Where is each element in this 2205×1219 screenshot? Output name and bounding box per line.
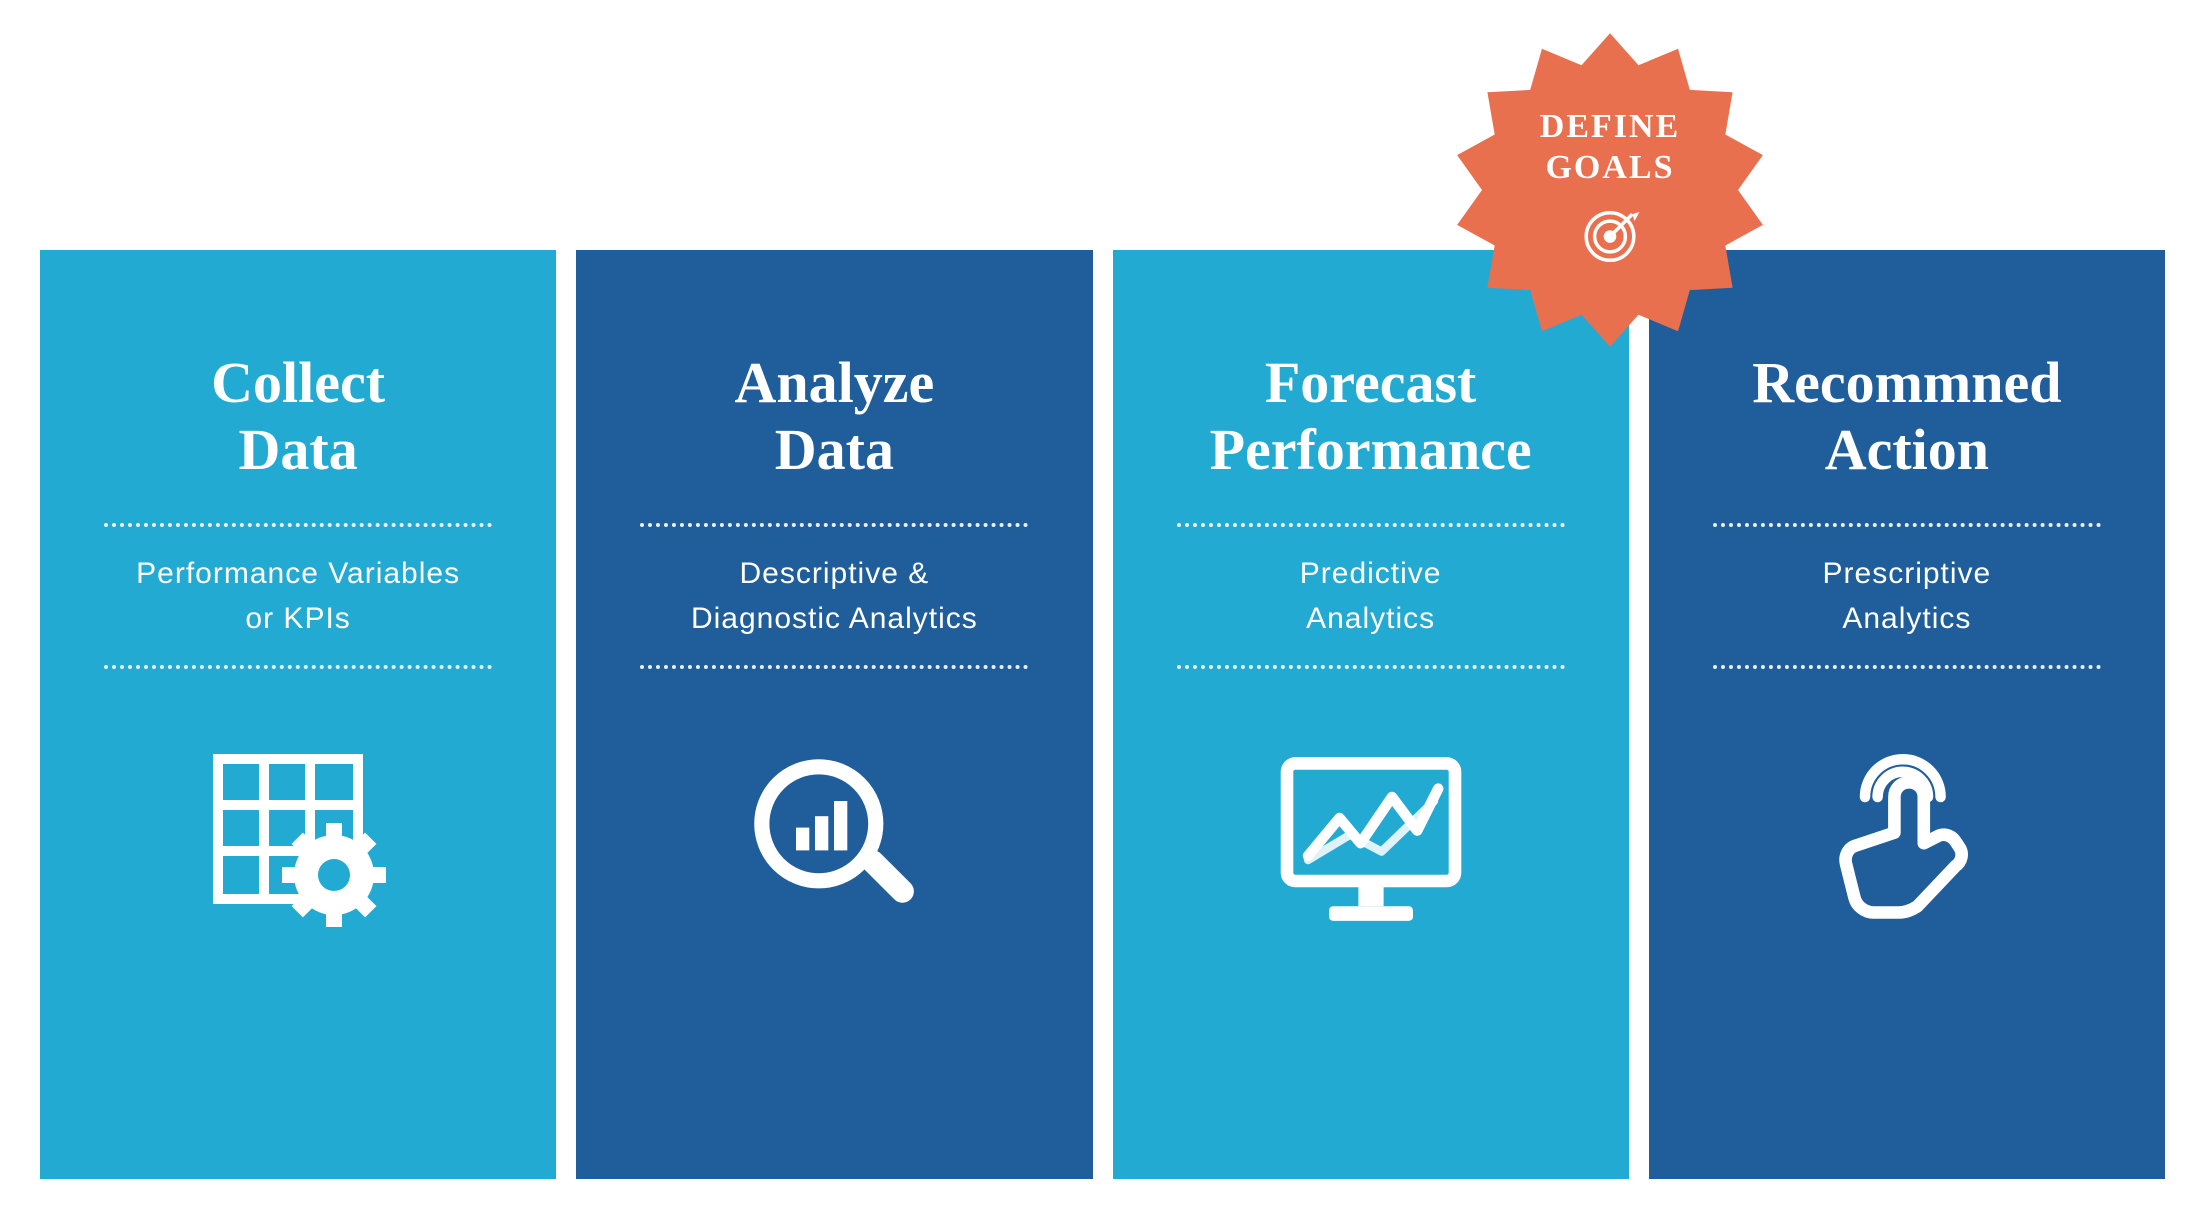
- divider: [640, 665, 1028, 669]
- column-subtitle: Prescriptive Analytics: [1813, 527, 2002, 665]
- column-forecast-performance: Forecast Performance Predictive Analytic…: [1113, 250, 1629, 1179]
- column-title: Forecast Performance: [1210, 350, 1532, 483]
- divider: [104, 665, 492, 669]
- starburst-shape: [1450, 30, 1770, 350]
- tap-hand-icon: [1802, 729, 2012, 949]
- divider: [1177, 665, 1565, 669]
- define-goals-badge: DEFINE GOALS: [1450, 30, 1770, 350]
- magnifier-chart-icon: [739, 729, 929, 949]
- column-subtitle: Predictive Analytics: [1290, 527, 1452, 665]
- column-title: Collect Data: [211, 350, 385, 483]
- column-subtitle: Descriptive & Diagnostic Analytics: [681, 527, 988, 665]
- column-title: Analyze Data: [735, 350, 935, 483]
- monitor-trend-icon: [1266, 729, 1476, 949]
- column-recommend-action: Recommned Action Prescriptive Analytics: [1649, 250, 2165, 1179]
- grid-gear-icon: [198, 729, 398, 949]
- column-title: Recommned Action: [1752, 350, 2061, 483]
- badge-label: DEFINE GOALS: [1540, 107, 1680, 189]
- columns-row: Collect Data Performance Variables or KP…: [40, 250, 2165, 1179]
- column-subtitle: Performance Variables or KPIs: [126, 527, 470, 665]
- column-collect-data: Collect Data Performance Variables or KP…: [40, 250, 556, 1179]
- target-icon: [1575, 198, 1645, 273]
- starburst-polygon: [1457, 33, 1763, 347]
- divider: [1713, 665, 2101, 669]
- column-analyze-data: Analyze Data Descriptive & Diagnostic An…: [576, 250, 1092, 1179]
